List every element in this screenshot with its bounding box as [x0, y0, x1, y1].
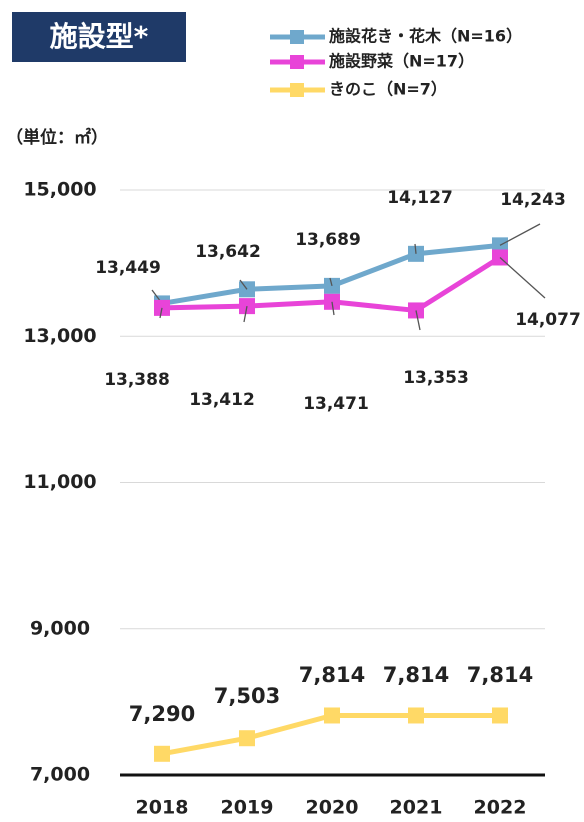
legend-label: きのこ（N=7）	[329, 80, 447, 99]
data-label: 7,814	[467, 663, 533, 687]
legend-label: 施設野菜（N=17）	[329, 52, 474, 71]
leader-line	[414, 243, 417, 254]
leader-line	[239, 279, 248, 290]
y-tick-label: 13,000	[23, 325, 96, 347]
marker	[154, 745, 170, 762]
marker	[408, 707, 424, 724]
legend-marker	[290, 30, 304, 44]
leader-line	[159, 307, 163, 319]
y-tick-label: 7,000	[30, 764, 90, 786]
title-box	[12, 12, 186, 62]
x-tick-label: 2020	[306, 797, 359, 819]
marker	[492, 707, 508, 724]
data-label: 14,077	[515, 310, 581, 330]
y-tick-label: 9,000	[30, 617, 90, 639]
y-tick-label: 11,000	[23, 471, 96, 493]
y-tick-label: 15,000	[23, 179, 96, 201]
x-tick-label: 2018	[136, 797, 189, 819]
marker	[239, 730, 255, 747]
legend-marker	[290, 55, 304, 69]
x-tick-label: 2022	[474, 797, 527, 819]
leader-line	[243, 306, 248, 323]
data-label: 13,449	[95, 258, 161, 278]
data-label: 7,814	[383, 663, 449, 687]
data-label: 7,503	[214, 684, 280, 708]
data-label: 14,243	[500, 190, 566, 210]
marker	[408, 245, 424, 262]
data-label: 7,814	[299, 663, 365, 687]
data-label: 13,642	[195, 242, 261, 262]
leader-line	[499, 223, 541, 246]
data-label: 13,689	[295, 230, 361, 250]
data-label: 7,290	[129, 702, 195, 726]
unit-label: （単位：㎡）	[6, 127, 108, 148]
data-label: 13,353	[403, 368, 469, 388]
marker	[324, 707, 340, 724]
leader-line	[331, 301, 335, 316]
x-tick-label: 2021	[390, 797, 443, 819]
legend-label: 施設花き・花木（N=16）	[329, 27, 522, 46]
data-label: 13,412	[189, 390, 255, 410]
data-label: 13,471	[303, 394, 369, 414]
chart-title: 施設型*	[50, 20, 149, 53]
leader-line	[329, 277, 333, 287]
x-tick-label: 2019	[221, 797, 274, 819]
data-label: 14,127	[387, 188, 453, 208]
leader-line	[415, 310, 421, 331]
leader-line	[499, 257, 546, 299]
data-label: 13,388	[104, 370, 170, 390]
legend-marker	[290, 83, 304, 97]
